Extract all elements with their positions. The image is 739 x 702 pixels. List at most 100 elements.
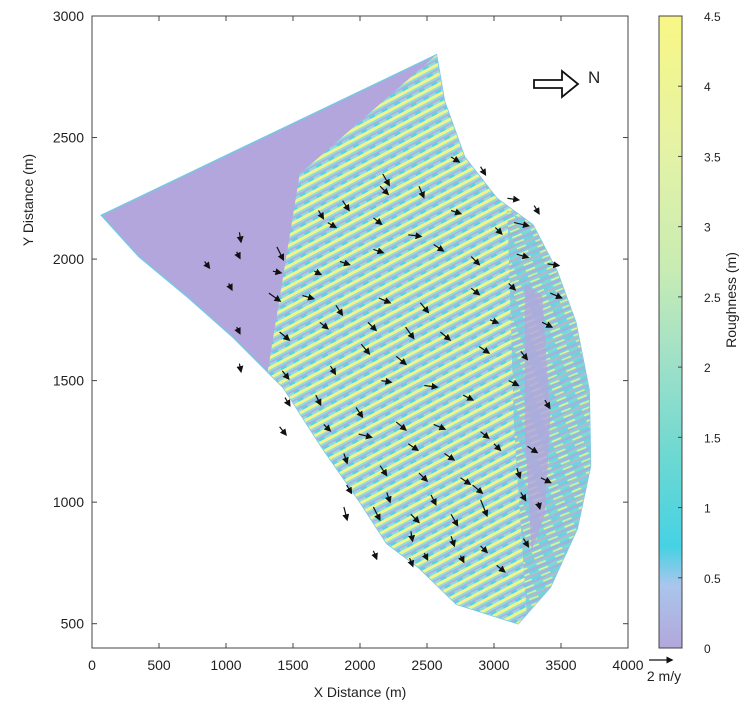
velocity-vector xyxy=(283,397,291,407)
velocity-vector xyxy=(489,317,500,325)
velocity-vector xyxy=(508,282,517,291)
x-tick-label: 2000 xyxy=(344,657,375,673)
velocity-vector xyxy=(522,538,530,548)
velocity-vector xyxy=(268,292,282,302)
x-tick-label: 3500 xyxy=(545,657,576,673)
velocity-vector xyxy=(279,331,291,341)
colorbar-tick-label: 2 xyxy=(704,361,711,375)
velocity-vector xyxy=(379,185,390,196)
velocity-scale-label: 2 m/y xyxy=(647,668,681,684)
x-tick-label: 2500 xyxy=(411,657,442,673)
north-indicator: N xyxy=(533,68,600,99)
north-arrow-icon xyxy=(533,69,580,99)
velocity-vector xyxy=(527,445,539,454)
velocity-vector xyxy=(533,205,540,215)
velocity-vector xyxy=(450,155,461,163)
velocity-vector xyxy=(480,499,489,518)
colorbar-gradient xyxy=(658,15,683,649)
colorbar-tick-label: 1 xyxy=(704,502,711,516)
velocity-vector xyxy=(329,365,337,376)
x-tick-label: 3000 xyxy=(478,657,509,673)
velocity-vector xyxy=(472,484,484,495)
velocity-vector xyxy=(460,477,472,486)
velocity-vector xyxy=(335,304,344,317)
velocity-vector xyxy=(514,467,522,480)
velocity-vector xyxy=(319,321,329,330)
y-axis-label: Y Distance (m) xyxy=(20,154,36,246)
velocity-vector xyxy=(339,259,351,267)
velocity-vector xyxy=(462,394,475,401)
velocity-vector xyxy=(234,251,241,260)
velocity-vector xyxy=(367,321,378,332)
velocity-vector xyxy=(236,363,244,374)
velocity-vector xyxy=(236,232,244,244)
velocity-vector xyxy=(418,472,429,483)
velocity-vector xyxy=(373,247,385,255)
velocity-vector xyxy=(302,293,316,301)
velocity-vector xyxy=(342,200,350,212)
velocity-vector xyxy=(382,173,390,187)
y-tick-label: 2000 xyxy=(53,251,84,267)
colorbar-tick-label: 2.5 xyxy=(704,291,721,305)
velocity-vector xyxy=(433,244,445,252)
velocity-vector xyxy=(430,494,437,506)
x-tick-label: 500 xyxy=(147,657,171,673)
x-tick-label: 4000 xyxy=(612,657,643,673)
colorbar-ticks: 0 0.5 1 1.5 2 2.5 3 3.5 4 4.5 xyxy=(678,10,721,656)
velocity-vector xyxy=(379,465,388,477)
velocity-vector xyxy=(314,268,323,276)
velocity-vector xyxy=(541,321,554,328)
velocity-vector xyxy=(496,564,506,573)
velocity-vector xyxy=(315,394,322,407)
y-tick-label: 2500 xyxy=(53,130,84,146)
velocity-vector xyxy=(479,166,487,176)
x-tick-label: 1000 xyxy=(210,657,241,673)
velocity-vector xyxy=(342,506,350,522)
velocity-vector xyxy=(444,453,456,461)
velocity-vector xyxy=(450,514,459,527)
velocity-vector xyxy=(424,382,439,390)
x-tick-label: 0 xyxy=(88,657,96,673)
velocity-vector xyxy=(440,331,452,341)
velocity-vector xyxy=(203,261,211,270)
velocity-vector xyxy=(419,302,430,314)
velocity-vector xyxy=(408,531,416,543)
velocity-vector xyxy=(508,379,520,387)
velocity-vector xyxy=(410,513,420,524)
velocity-vector xyxy=(395,355,407,366)
velocity-vector xyxy=(540,477,552,484)
velocity-vector xyxy=(433,423,447,431)
velocity-vector xyxy=(458,555,465,564)
colorbar-tick-label: 0.5 xyxy=(704,572,721,586)
velocity-vector xyxy=(371,550,378,561)
colorbar-tick-label: 4 xyxy=(704,80,711,94)
colorbar-tick-label: 1.5 xyxy=(704,431,721,445)
velocity-vector xyxy=(276,246,284,262)
velocity-vector xyxy=(281,370,290,381)
velocity-vector xyxy=(550,292,563,299)
velocity-vector xyxy=(480,545,489,554)
velocity-vector xyxy=(360,343,371,355)
velocity-vector xyxy=(381,377,393,385)
y-tick-label: 500 xyxy=(61,616,85,632)
velocity-vector xyxy=(408,232,423,240)
velocity-vector xyxy=(355,407,364,419)
velocity-vector xyxy=(345,484,353,495)
velocity-vector xyxy=(405,326,415,340)
x-axis-ticks: 0 500 1000 1500 2000 2500 3000 3500 4000 xyxy=(88,16,644,673)
velocity-vectors xyxy=(203,155,563,573)
velocity-vector xyxy=(513,221,530,229)
velocity-vector xyxy=(342,453,349,465)
velocity-vector xyxy=(279,426,287,436)
velocity-vector xyxy=(478,346,491,354)
colorbar-tick-label: 4.5 xyxy=(704,10,721,24)
velocity-vector xyxy=(384,492,392,504)
velocity-vector xyxy=(421,552,429,561)
velocity-vector xyxy=(358,432,373,440)
velocity-vector xyxy=(226,283,233,292)
colorbar-tick-label: 0 xyxy=(704,642,711,656)
velocity-vector xyxy=(494,227,503,235)
velocity-vector xyxy=(493,443,502,452)
velocity-vector xyxy=(520,351,529,361)
x-tick-label: 1500 xyxy=(277,657,308,673)
